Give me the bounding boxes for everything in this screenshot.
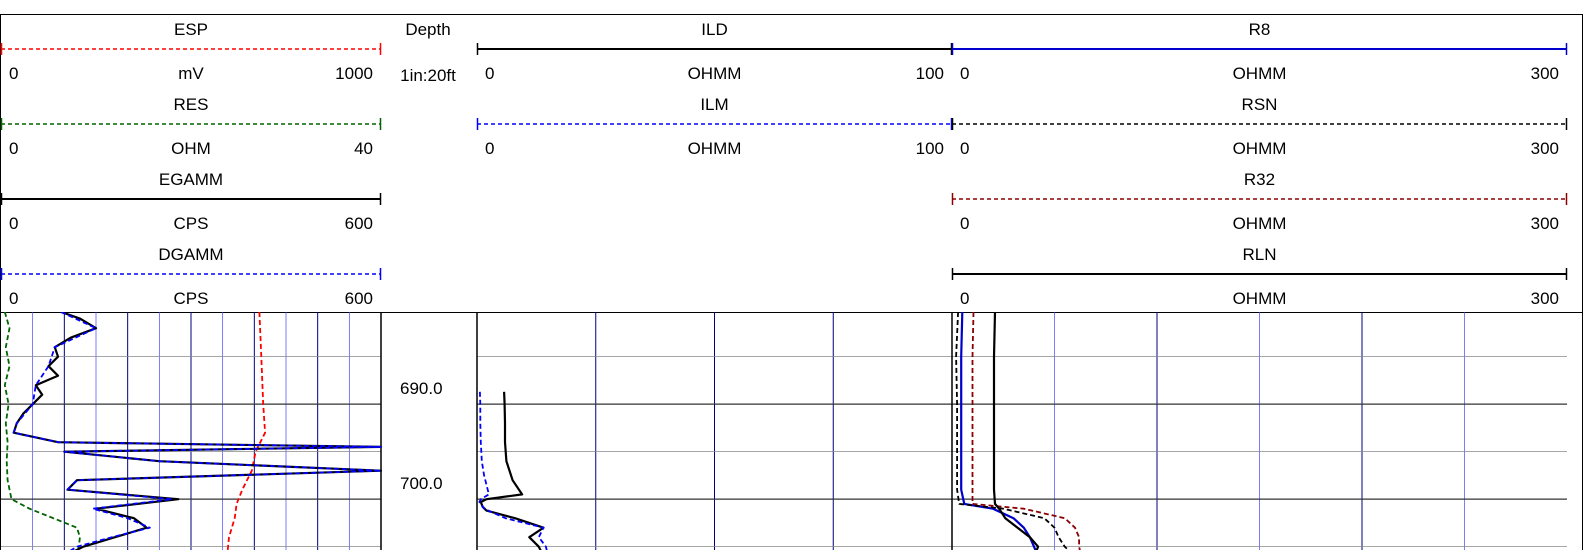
curve-min-esp: 0 (9, 64, 18, 83)
curve-res (3, 312, 81, 550)
curve-esp (226, 312, 267, 550)
curve-name-r32: R32 (1244, 170, 1275, 189)
curve-unit-esp: mV (178, 64, 204, 83)
curve-rsn (955, 312, 1070, 550)
curve-name-esp: ESP (174, 20, 208, 39)
curve-min-r32: 0 (960, 214, 969, 233)
curve-max-egamm: 600 (345, 214, 373, 233)
curve-max-ilm: 100 (916, 139, 944, 158)
curve-unit-rln: OHMM (1233, 289, 1287, 308)
curve-r8 (960, 312, 1037, 550)
curve-name-dgamm: DGAMM (158, 245, 223, 264)
curve-unit-egamm: CPS (174, 214, 209, 233)
curve-ilm (478, 391, 548, 550)
curve-name-ild: ILD (701, 20, 727, 39)
curve-min-res: 0 (9, 139, 18, 158)
curve-max-esp: 1000 (335, 64, 373, 83)
curve-max-r8: 300 (1531, 64, 1559, 83)
curve-dgamm (12, 312, 382, 550)
curve-max-rln: 300 (1531, 289, 1559, 308)
curve-unit-r8: OHMM (1233, 64, 1287, 83)
curve-rln (992, 312, 1040, 550)
curve-unit-r32: OHMM (1233, 214, 1287, 233)
curve-max-rsn: 300 (1531, 139, 1559, 158)
curve-max-dgamm: 600 (345, 289, 373, 308)
curve-min-rln: 0 (960, 289, 969, 308)
curve-min-ilm: 0 (485, 139, 494, 158)
curve-unit-ilm: OHMM (688, 139, 742, 158)
curve-min-rsn: 0 (960, 139, 969, 158)
curve-name-egamm: EGAMM (159, 170, 223, 189)
curve-name-rln: RLN (1242, 245, 1276, 264)
depth-label-690: 690.0 (400, 379, 443, 398)
depth-scale: 1in:20ft (400, 66, 456, 85)
curve-name-r8: R8 (1249, 20, 1271, 39)
curve-min-egamm: 0 (9, 214, 18, 233)
curve-max-r32: 300 (1531, 214, 1559, 233)
log-curves (3, 312, 1081, 550)
depth-title: Depth (405, 20, 450, 39)
curve-min-ild: 0 (485, 64, 494, 83)
log-grid (1, 312, 1567, 550)
curve-ild (479, 391, 545, 550)
curve-min-dgamm: 0 (9, 289, 18, 308)
curve-unit-res: OHM (171, 139, 211, 158)
curve-unit-ild: OHMM (688, 64, 742, 83)
curve-min-r8: 0 (960, 64, 969, 83)
curve-unit-rsn: OHMM (1233, 139, 1287, 158)
curve-unit-dgamm: CPS (174, 289, 209, 308)
curve-name-res: RES (174, 95, 209, 114)
curve-r32 (971, 312, 1081, 550)
depth-label-700: 700.0 (400, 474, 443, 493)
depth-labels: 690.0 700.0 (400, 379, 443, 493)
curve-max-res: 40 (354, 139, 373, 158)
chart-frame (0, 14, 1583, 550)
curve-max-ild: 100 (916, 64, 944, 83)
curve-name-rsn: RSN (1242, 95, 1278, 114)
curve-name-ilm: ILM (700, 95, 728, 114)
